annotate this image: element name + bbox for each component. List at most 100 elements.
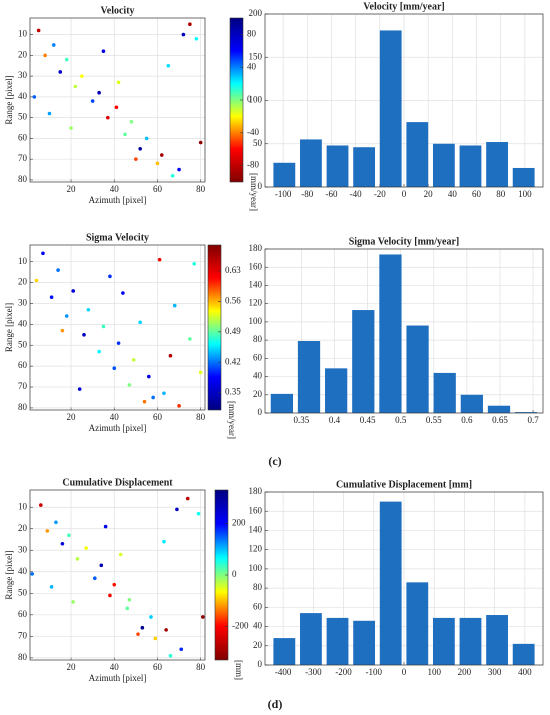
x-tick-label: -400 xyxy=(275,667,292,677)
point xyxy=(138,146,142,151)
x-tick-label: 0.65 xyxy=(492,415,508,425)
y-tick-label: 100 xyxy=(249,95,263,105)
point xyxy=(147,374,151,379)
y-tick-label: 10 xyxy=(18,256,28,266)
point xyxy=(60,541,65,546)
y-tick-label: 10 xyxy=(18,29,28,39)
point xyxy=(64,57,69,62)
bar xyxy=(486,615,508,665)
y-tick-label: 50 xyxy=(18,339,28,349)
bar xyxy=(459,617,482,665)
y-tick-label: 140 xyxy=(249,280,263,290)
bar xyxy=(406,122,429,187)
y-tick-label: 20 xyxy=(18,49,28,59)
colorbar-tick-label: 0.63 xyxy=(225,265,241,275)
y-tick-label: 100 xyxy=(249,563,263,573)
point xyxy=(179,647,184,652)
y-tick-label: 120 xyxy=(249,298,263,308)
x-tick-label: 40 xyxy=(448,189,458,199)
point xyxy=(90,99,95,103)
point xyxy=(43,53,47,58)
y-tick-label: 40 xyxy=(18,91,28,101)
y-tick-label: 80 xyxy=(18,402,28,412)
point xyxy=(177,167,181,172)
y-tick-label: 80 xyxy=(18,652,28,662)
colorbar-tick-label: 0.35 xyxy=(225,387,241,397)
bar xyxy=(512,643,535,665)
y-tick-label: 180 xyxy=(249,486,263,496)
point xyxy=(149,615,153,619)
caption: (d) xyxy=(268,697,283,711)
point xyxy=(71,600,76,604)
y-tick-label: 80 xyxy=(253,582,263,592)
x-tick-label: 400 xyxy=(518,667,532,677)
bar xyxy=(433,372,456,413)
point xyxy=(121,291,125,295)
x-tick-label: 60 xyxy=(153,184,163,194)
x-tick-label: -20 xyxy=(374,189,386,199)
x-tick-label: 80 xyxy=(496,189,506,199)
x-tick-label: 20 xyxy=(67,184,77,194)
point xyxy=(175,507,179,512)
x-tick-label: 100 xyxy=(518,189,532,199)
x-tick-label: -80 xyxy=(301,189,313,199)
caption: (c) xyxy=(268,454,281,468)
point xyxy=(108,274,112,279)
point xyxy=(80,74,84,78)
y-tick-label: 40 xyxy=(18,318,28,328)
point xyxy=(157,257,162,262)
point xyxy=(153,636,158,641)
y-tick-label: 100 xyxy=(249,316,263,326)
y-tick-label: 60 xyxy=(18,360,28,370)
point xyxy=(125,606,130,611)
point xyxy=(162,539,166,544)
x-tick-label: 100 xyxy=(427,667,441,677)
x-axis-label: Azimuth [pixel] xyxy=(89,195,147,205)
point xyxy=(129,119,134,124)
colorbar-tick-label: 0.42 xyxy=(225,356,241,366)
x-tick-label: 200 xyxy=(458,667,472,677)
plot-border xyxy=(264,13,544,188)
y-tick-label: 30 xyxy=(18,544,28,554)
bar xyxy=(406,582,429,665)
y-tick-label: 20 xyxy=(18,277,28,287)
point xyxy=(181,32,186,37)
x-tick-label: -40 xyxy=(350,189,362,199)
point xyxy=(41,251,45,256)
chart-title: Sigma Velocity [mm/year] xyxy=(349,236,460,247)
y-tick-label: 160 xyxy=(249,505,263,515)
point xyxy=(32,95,37,99)
colorbar-tick-label: -80 xyxy=(247,160,259,170)
y-tick-label: 60 xyxy=(253,352,263,362)
point xyxy=(112,366,117,371)
point xyxy=(60,328,65,333)
colorbar-tick-label: 40 xyxy=(247,61,257,71)
bar xyxy=(512,167,535,187)
bar xyxy=(432,617,455,665)
point xyxy=(138,320,142,325)
y-tick-label: 20 xyxy=(253,640,263,650)
point xyxy=(39,503,43,507)
point xyxy=(127,597,132,602)
y-tick-label: 40 xyxy=(18,566,28,576)
x-tick-label: 80 xyxy=(196,662,206,672)
point xyxy=(64,314,69,318)
x-tick-label: -100 xyxy=(366,667,383,677)
point xyxy=(101,49,106,54)
bar xyxy=(353,147,376,187)
x-tick-label: 80 xyxy=(196,184,206,194)
point xyxy=(196,511,201,516)
point xyxy=(54,520,58,525)
point xyxy=(144,136,149,141)
point xyxy=(116,80,121,85)
colorbar-label: [mm] xyxy=(234,660,244,680)
y-tick-label: 40 xyxy=(253,621,263,631)
y-tick-label: 50 xyxy=(253,138,263,148)
colorbar-tick-label: -40 xyxy=(247,127,259,137)
y-tick-label: 60 xyxy=(18,132,28,142)
point xyxy=(162,391,166,396)
point xyxy=(69,126,73,130)
point xyxy=(103,524,108,529)
point xyxy=(99,563,104,568)
point xyxy=(82,333,86,337)
